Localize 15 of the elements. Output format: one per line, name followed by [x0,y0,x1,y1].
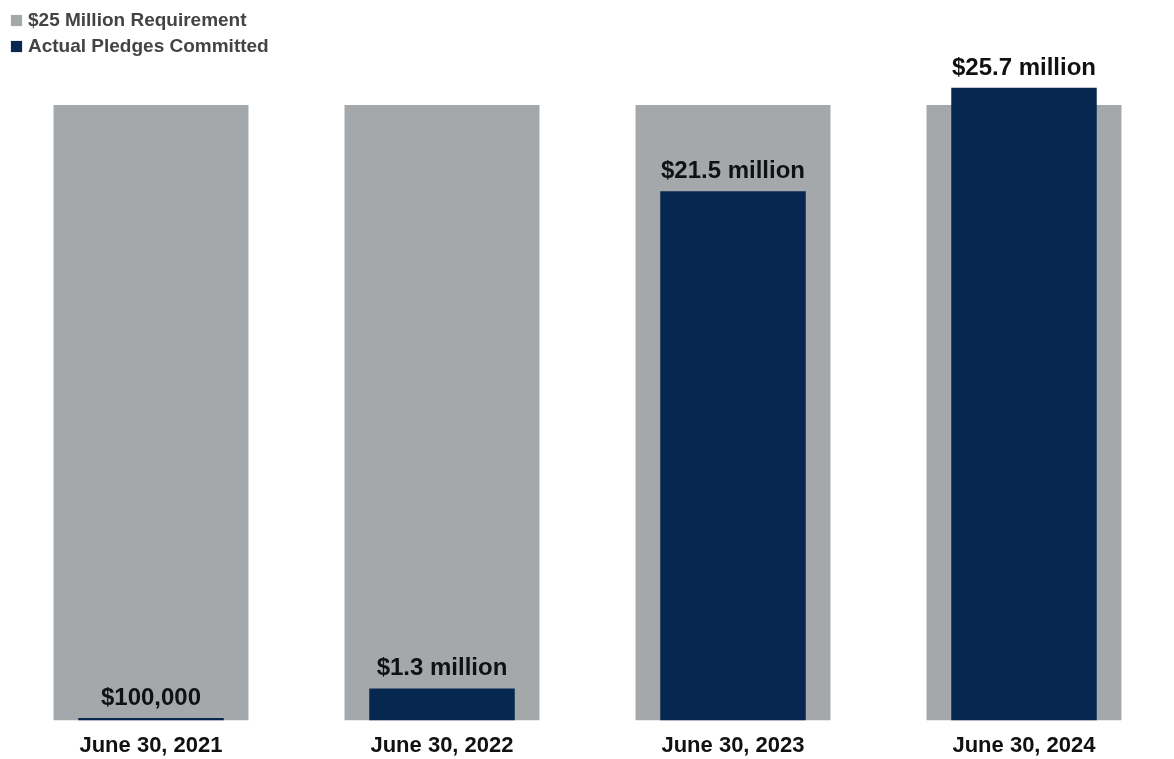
bar [660,191,806,721]
x-tick-label: June 30, 2024 [952,731,1097,757]
bar [53,104,249,721]
legend-label: $25 Million Requirement [28,9,247,31]
data-label: $100,000 [100,683,202,711]
x-tick-label: June 30, 2021 [79,731,223,757]
x-tick-label: June 30, 2022 [370,731,514,757]
bar [369,688,515,721]
legend-label: Actual Pledges Committed [28,35,269,57]
data-label: $25.7 million [951,52,1097,80]
bar [951,87,1097,721]
data-label: $1.3 million [376,653,508,681]
data-label: $21.5 million [660,156,806,184]
x-tick-label: June 30, 2023 [661,731,805,757]
bar [344,104,540,721]
